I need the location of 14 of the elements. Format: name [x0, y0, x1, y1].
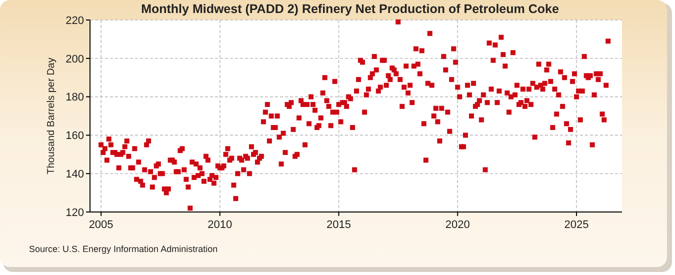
y-tick-label: 120 — [66, 206, 84, 219]
y-tick-label: 180 — [66, 92, 84, 104]
chart-title: Monthly Midwest (PADD 2) Refinery Net Production of Petroleum Coke — [141, 2, 559, 16]
y-tick-label: 200 — [66, 53, 84, 66]
x-tick-label: 2020 — [445, 219, 470, 231]
x-tick-label: 2015 — [326, 219, 351, 231]
y-axis-title: Thousand Barrels per Day — [46, 58, 57, 174]
x-tick-label: 2005 — [88, 219, 114, 231]
y-tick-label: 140 — [66, 168, 84, 180]
x-tick-label: 2025 — [564, 219, 589, 231]
x-tick-label: 2010 — [208, 219, 232, 231]
y-tick-label: 160 — [66, 130, 84, 142]
y-tick-label: 220 — [66, 14, 84, 27]
source-note: Source: U.S. Energy Information Administration — [29, 244, 218, 254]
